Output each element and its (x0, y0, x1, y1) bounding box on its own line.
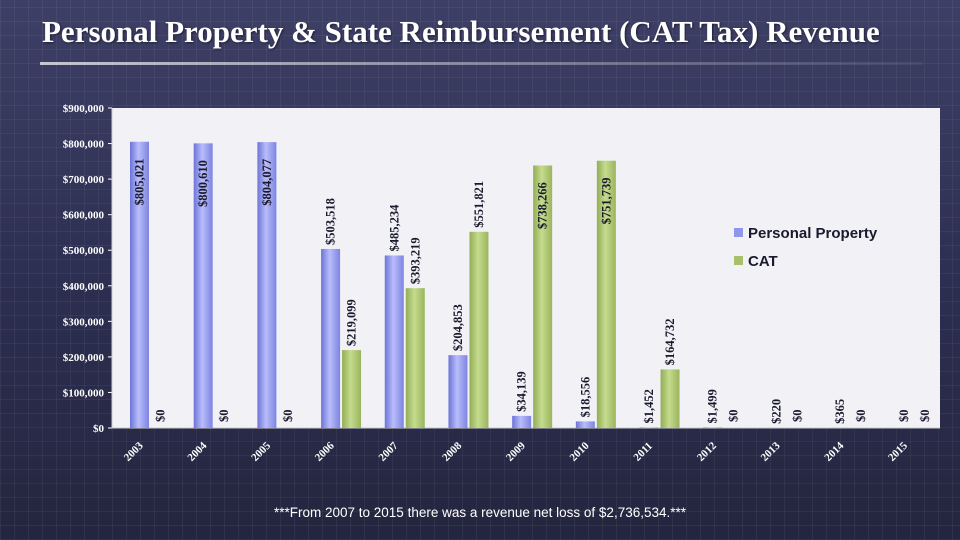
personal-property-value-label: $805,021 (133, 158, 147, 205)
cat-value-label: $0 (918, 410, 932, 423)
personal-property-value-label: $503,518 (324, 198, 338, 245)
x-category-label: 2007 (376, 440, 400, 464)
cat-bar (533, 165, 553, 428)
cat-value-label: $0 (854, 410, 868, 423)
cat-value-label: $164,732 (663, 319, 677, 366)
x-category-label: 2006 (313, 440, 337, 464)
cat-bar (660, 369, 680, 428)
cat-legend-label: CAT (748, 253, 778, 270)
x-category-label: 2014 (822, 440, 846, 464)
y-tick-label: $700,000 (63, 174, 105, 186)
net-loss-footnote: ***From 2007 to 2015 there was a revenue… (273, 505, 687, 520)
personal-property-value-label: $0 (897, 410, 911, 423)
personal-property-value-label: $1,499 (706, 389, 720, 423)
personal-property-bar (257, 142, 277, 428)
personal-property-legend-swatch (734, 228, 743, 237)
y-tick-label: $0 (93, 423, 105, 435)
personal-property-value-label: $800,610 (196, 160, 210, 207)
personal-property-value-label: $804,077 (260, 159, 274, 206)
personal-property-value-label: $34,139 (515, 371, 529, 412)
cat-value-label: $0 (217, 410, 231, 423)
cat-bar (405, 288, 425, 428)
cat-legend-swatch (734, 256, 743, 265)
y-tick-label: $600,000 (63, 210, 105, 222)
x-category-label: 2012 (695, 440, 719, 464)
x-category-label: 2003 (122, 440, 146, 464)
personal-property-value-label: $365 (833, 399, 847, 424)
cat-bar (596, 160, 616, 428)
personal-property-bar (575, 421, 595, 428)
x-category-label: 2008 (440, 440, 464, 464)
cat-value-label: $0 (727, 410, 741, 423)
cat-value-label: $751,739 (599, 177, 613, 224)
personal-property-value-label: $18,556 (578, 377, 592, 418)
cat-bar (469, 231, 489, 428)
y-tick-label: $900,000 (63, 103, 105, 115)
personal-property-value-label: $485,234 (387, 204, 401, 252)
x-category-label: 2015 (886, 440, 910, 464)
cat-value-label: $0 (790, 410, 804, 423)
x-category-label: 2010 (568, 440, 592, 464)
cat-bar (342, 350, 362, 428)
x-category-label: 2005 (249, 440, 273, 464)
cat-value-label: $219,099 (345, 299, 359, 346)
personal-property-bar (193, 143, 213, 428)
x-category-label: 2013 (759, 440, 783, 464)
y-tick-label: $400,000 (63, 281, 105, 293)
personal-property-bar (703, 427, 723, 428)
personal-property-bar (384, 255, 404, 428)
x-category-label: 2009 (504, 440, 528, 464)
personal-property-value-label: $220 (769, 399, 783, 424)
personal-property-legend-label: Personal Property (748, 225, 878, 242)
page-title: Personal Property & State Reimbursement … (42, 14, 880, 49)
x-category-label: 2004 (185, 440, 209, 464)
y-tick-label: $200,000 (63, 352, 105, 364)
personal-property-value-label: $1,452 (642, 389, 656, 423)
cat-value-label: $393,219 (408, 237, 422, 284)
personal-property-bar (130, 141, 149, 428)
cat-value-label: $0 (154, 410, 168, 423)
title-underline (40, 62, 922, 65)
y-tick-label: $500,000 (63, 245, 105, 257)
personal-property-bar (639, 427, 659, 428)
personal-property-bar (321, 248, 341, 428)
personal-property-value-label: $204,853 (451, 304, 465, 351)
y-tick-label: $800,000 (63, 139, 105, 151)
y-tick-label: $100,000 (63, 387, 105, 399)
personal-property-bar (448, 355, 468, 428)
cat-value-label: $738,266 (536, 182, 550, 229)
cat-value-label: $551,821 (472, 181, 486, 228)
y-tick-label: $300,000 (63, 316, 105, 328)
plot-area (112, 108, 940, 428)
personal-property-bar (512, 415, 532, 428)
x-category-label: 2011 (631, 440, 655, 464)
cat-value-label: $0 (281, 410, 295, 423)
